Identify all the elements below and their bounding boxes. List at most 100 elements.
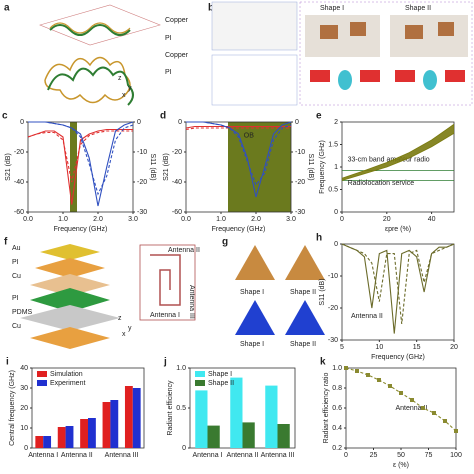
- layer: [30, 288, 110, 312]
- bar: [242, 422, 255, 448]
- x-tick-label: 1.0: [58, 216, 68, 223]
- panel-label: h: [316, 233, 322, 244]
- point: [366, 373, 370, 377]
- diagram-text: PI: [12, 259, 19, 266]
- y2-axis-label: S11 (dB): [307, 153, 314, 180]
- layer: [20, 305, 120, 331]
- panel-label: j: [163, 357, 167, 368]
- bar: [43, 436, 52, 448]
- y-tick-label: -30: [328, 337, 338, 344]
- y-tick-label: 10: [20, 425, 28, 432]
- coil: [338, 70, 352, 90]
- y-tick-label: 0.2: [332, 445, 342, 452]
- diagram-text: Shape II: [290, 289, 316, 296]
- x-tick-label: Antenna II: [61, 452, 93, 459]
- pad: [438, 22, 454, 36]
- diagram-text: Shape I: [320, 5, 344, 12]
- y-tick-label: 2: [334, 119, 338, 126]
- y-tick-label: 1.0: [332, 365, 342, 372]
- pi-trace: [49, 24, 131, 36]
- panel-label: b: [208, 3, 214, 14]
- coil: [423, 70, 437, 90]
- x-axis-label: Frequency (GHz): [371, 354, 425, 361]
- diagram-text: Cu: [12, 323, 21, 330]
- bar: [57, 427, 66, 448]
- y-tick-label: 0.4: [332, 425, 342, 432]
- y-tick-label: -60: [172, 209, 182, 216]
- diagram-text: Copper: [165, 17, 189, 24]
- annotation: Antenna II: [396, 405, 428, 412]
- diagram-text: PI: [12, 295, 19, 302]
- x-tick-label: Antenna II: [227, 452, 259, 459]
- annotation: 33-cm band amateur radio: [348, 157, 430, 164]
- series-line: [341, 243, 455, 325]
- y2-tick-label: -30: [295, 209, 305, 216]
- x-tick-label: 1.0: [216, 216, 226, 223]
- x-tick-label: 5: [340, 344, 344, 351]
- y-axis-label: Radiant efficiency: [167, 380, 174, 436]
- y-tick-label: -40: [172, 179, 182, 186]
- panel-label: g: [222, 237, 228, 248]
- x-tick-label: 20: [383, 216, 391, 223]
- bar: [230, 377, 243, 448]
- plot-frame: [341, 243, 455, 341]
- point: [443, 419, 447, 423]
- bar: [207, 425, 220, 448]
- y-tick-label: 0: [334, 209, 338, 216]
- x-tick-label: 40: [428, 216, 436, 223]
- x-tick-label: 0: [340, 216, 344, 223]
- band-edge: [341, 123, 455, 179]
- bar: [35, 436, 44, 448]
- y2-tick-label: 0: [137, 119, 141, 126]
- layer: [30, 274, 110, 296]
- band-area: [342, 124, 454, 181]
- pad: [405, 25, 423, 39]
- x-tick-label: 0.0: [23, 216, 33, 223]
- pad: [445, 70, 465, 82]
- x-tick-label: 50: [397, 452, 405, 459]
- y-tick-label: -40: [14, 179, 24, 186]
- annotation: Antenna II: [351, 313, 383, 320]
- y-tick-label: -20: [328, 305, 338, 312]
- diagram-text: PI: [165, 35, 172, 42]
- axis-glyph: y: [128, 325, 132, 332]
- x-tick-label: 100: [450, 452, 462, 459]
- x-tick-label: 3.0: [286, 216, 296, 223]
- band-edge: [341, 132, 455, 181]
- y-tick-label: 1.5: [328, 141, 338, 148]
- diagram-text: Cu: [12, 273, 21, 280]
- legend-label: Shape II: [208, 380, 234, 387]
- y-axis-label: S11 (dB): [319, 278, 326, 305]
- y-axis-label: Frequency (GHz): [319, 140, 326, 194]
- inset: [139, 244, 196, 321]
- point: [399, 391, 403, 395]
- pad: [360, 70, 380, 82]
- y2-tick-label: 0: [295, 119, 299, 126]
- x-axis-label: Frequency (GHz): [212, 226, 266, 233]
- bar: [124, 386, 133, 448]
- x-axis-label: ε (%): [393, 462, 409, 469]
- legend-swatch: [195, 380, 205, 386]
- x-tick-label: Antenna III: [261, 452, 295, 459]
- x-tick-label: 3.0: [128, 216, 138, 223]
- series-line: [27, 130, 133, 183]
- bar: [80, 419, 88, 448]
- photo: [390, 15, 468, 57]
- point: [454, 429, 458, 433]
- y-tick-label: -60: [14, 209, 24, 216]
- point: [421, 406, 425, 410]
- antenna-trace: [150, 254, 181, 306]
- x-axis-label: εpre (%): [385, 226, 411, 233]
- y-axis-label: S21 (dB): [163, 153, 170, 181]
- annotation: OB: [244, 132, 254, 139]
- y2-tick-label: -30: [137, 209, 147, 216]
- y-tick-label: 0: [182, 445, 186, 452]
- pyramid: [285, 300, 325, 335]
- model: [211, 54, 298, 106]
- y-tick-label: -20: [172, 149, 182, 156]
- y2-tick-label: -10: [295, 149, 305, 156]
- diagram-text: Antenna III: [188, 285, 195, 319]
- pyramid: [235, 245, 275, 280]
- plot-frame: [27, 121, 134, 213]
- shade: [70, 122, 77, 212]
